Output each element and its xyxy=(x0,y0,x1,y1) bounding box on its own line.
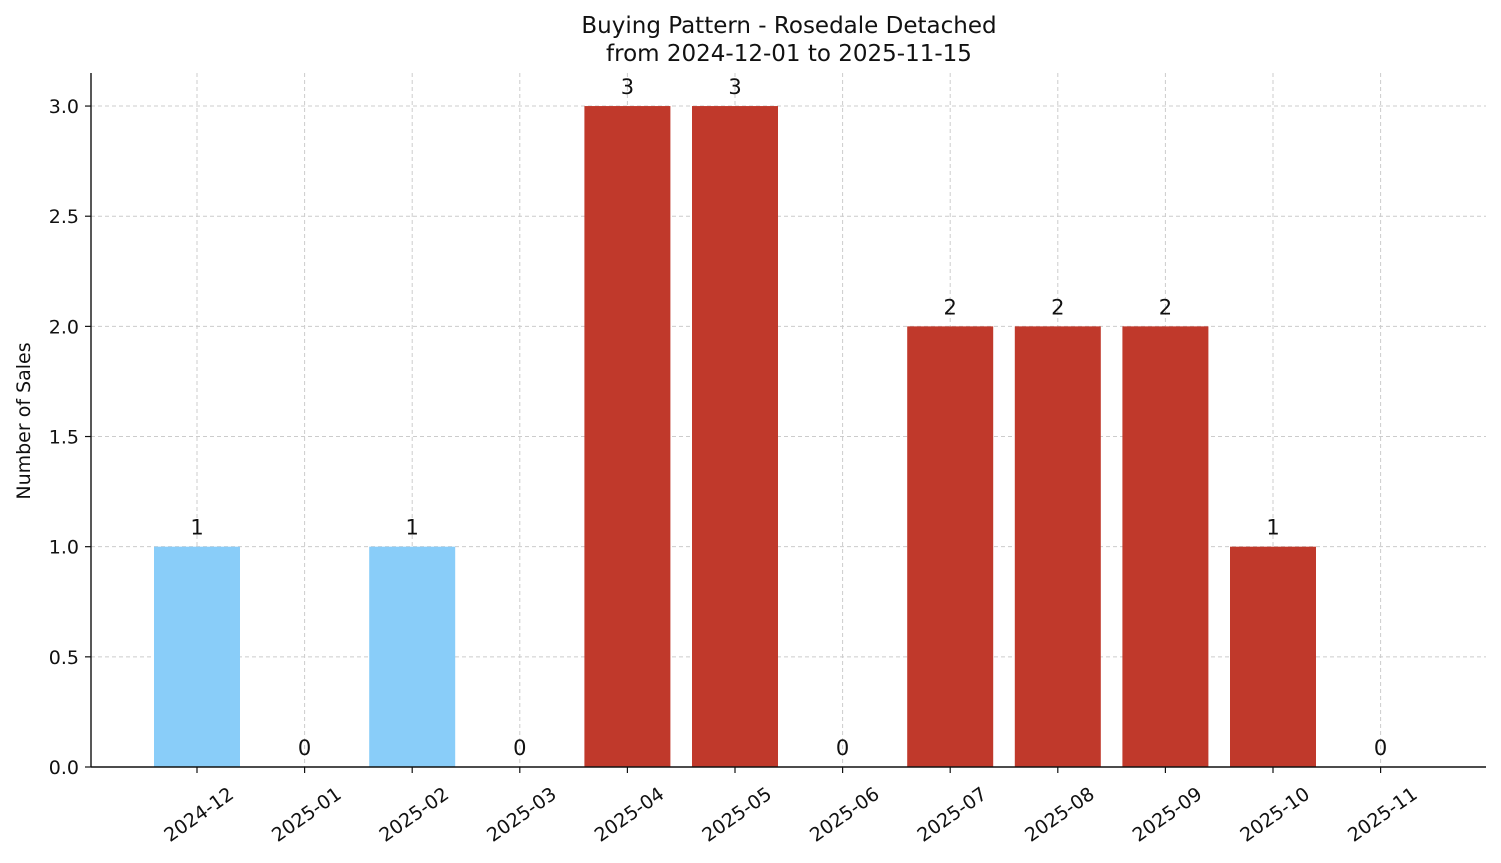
x-tick-label: 2025-05 xyxy=(698,783,776,847)
chart-subtitle: from 2024-12-01 to 2025-11-15 xyxy=(606,41,972,67)
y-tick-label: 1.5 xyxy=(49,427,79,449)
x-tick-label: 2024-12 xyxy=(160,783,238,847)
x-tick-label: 2025-01 xyxy=(268,783,346,847)
y-tick-label: 3.0 xyxy=(49,96,79,118)
data-label-2025-02: 1 xyxy=(406,516,419,540)
x-tick-label: 2025-02 xyxy=(375,783,453,847)
y-tick-label: 0.0 xyxy=(49,757,79,779)
data-label-2025-01: 0 xyxy=(298,736,311,760)
bar-2025-07 xyxy=(907,326,994,767)
data-labels: 1 0 1 0 3 3 0 2 2 2 1 0 xyxy=(190,75,1387,760)
bar-2024-12 xyxy=(154,546,240,767)
y-tick-label: 2.0 xyxy=(49,316,79,338)
x-tick-label: 2025-07 xyxy=(913,783,991,847)
bar-2025-04 xyxy=(584,106,671,768)
y-tick-label: 0.5 xyxy=(49,647,79,669)
x-tick-label: 2025-04 xyxy=(591,783,669,847)
x-tick-label: 2025-11 xyxy=(1344,783,1422,847)
x-tick-label: 2025-06 xyxy=(806,783,884,847)
data-label-2025-08: 2 xyxy=(1051,295,1064,319)
bar-2025-08 xyxy=(1014,326,1101,767)
data-label-2025-09: 2 xyxy=(1159,295,1172,319)
data-label-2024-12: 1 xyxy=(190,516,203,540)
data-label-2025-06: 0 xyxy=(836,736,849,760)
x-tick-label: 2025-09 xyxy=(1129,783,1207,847)
y-tick-label: 2.5 xyxy=(49,206,79,228)
y-axis-label: Number of Sales xyxy=(13,342,35,499)
data-label-2025-11: 0 xyxy=(1374,736,1387,760)
bar-2025-05 xyxy=(692,106,778,768)
data-label-2025-04: 3 xyxy=(621,75,634,99)
bars xyxy=(154,106,1316,768)
data-label-2025-03: 0 xyxy=(513,736,526,760)
bar-2025-02 xyxy=(369,546,456,767)
chart-title: Buying Pattern - Rosedale Detached xyxy=(581,13,996,39)
data-label-2025-10: 1 xyxy=(1266,516,1279,540)
bar-2025-09 xyxy=(1122,326,1209,767)
data-label-2025-05: 3 xyxy=(728,75,741,99)
x-tick-label: 2025-10 xyxy=(1236,783,1314,847)
y-tick-label: 1.0 xyxy=(49,537,79,559)
bar-2025-10 xyxy=(1230,546,1316,767)
data-label-2025-07: 2 xyxy=(944,295,957,319)
x-tick-label: 2025-03 xyxy=(483,783,561,847)
x-tick-label: 2025-08 xyxy=(1021,783,1099,847)
